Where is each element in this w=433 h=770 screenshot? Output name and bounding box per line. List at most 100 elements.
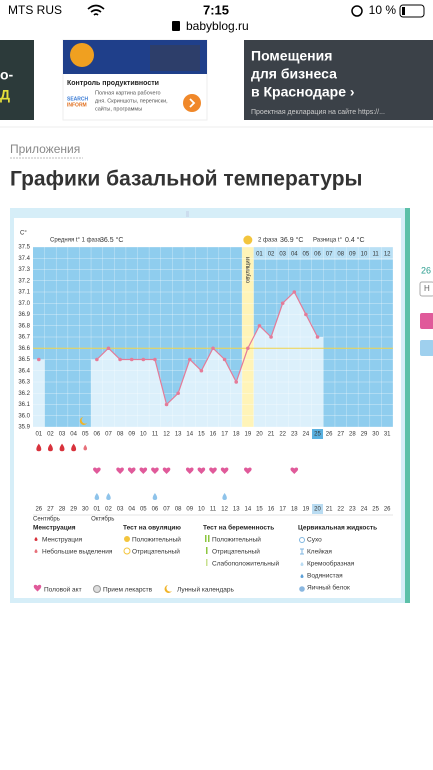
ad-title: Контроль продуктивности [67,80,159,87]
temperature-point [315,335,320,339]
legend-item: Клейкая [307,548,332,556]
date-label: 06 [152,507,159,513]
date-label: 23 [349,507,356,513]
date-label: 11 [210,507,217,513]
ad-left[interactable] [0,40,34,120]
y-tick-label: 37.0 [18,301,30,307]
battery-fill [402,7,405,15]
temperature-point [187,357,192,362]
ad-footer: Проектная декларация на сайте https://..… [251,108,385,116]
side-button[interactable] [419,281,433,297]
y-tick-label: 36.2 [18,391,30,397]
side-blue-button[interactable] [420,340,433,356]
ad-headline: в Краснодаре › [251,84,355,100]
ad-arrow [189,98,196,108]
watery-drop [152,493,158,500]
legend-item: Яичный белок [307,584,350,592]
temperature-point [292,290,297,294]
date-label: 20 [314,507,321,513]
legend-icon [33,584,42,592]
x-tick-label: 15 [198,432,205,438]
date-label: 24 [361,507,368,513]
today-highlight [312,429,324,439]
y-axis-label: C° [20,231,27,237]
legend-icon [299,586,305,592]
y-tick-label: 37.3 [18,267,30,273]
summary-value: 0.4 °C [345,236,365,244]
y-tick-label: 36.5 [18,357,30,363]
legend-icon [206,547,208,554]
x-tick-label: 09 [128,432,135,438]
legend-icon [93,585,101,593]
x-tick-label: 08 [117,432,124,438]
date-label: 10 [198,507,205,513]
x-tick-label: 25 [314,432,321,438]
luteal-day: 02 [268,252,275,258]
x-tick-label: 06 [94,432,101,438]
date-label: 15 [256,507,263,513]
temperature-point [280,301,285,306]
ad-text: сайты, программы [95,105,142,112]
date-label: 02 [105,507,112,513]
temperature-point [199,368,204,373]
y-tick-label: 37.5 [18,245,30,251]
x-tick-label: 19 [244,432,251,438]
legend-item: Положительный [212,536,261,544]
url[interactable]: babyblog.ru [186,19,249,33]
month-label: Октябрь [91,517,114,523]
legend-icon [34,549,38,553]
ad-text: Полная картина рабочего [95,90,161,96]
side-pink-button[interactable] [420,313,433,329]
date-label: 08 [175,507,182,513]
y-tick-label: 35.9 [18,425,30,431]
x-tick-label: 04 [70,432,77,438]
ad-brand: SEARCH [67,96,89,102]
ad-screen [150,45,200,71]
lock [172,21,180,31]
breadcrumb[interactable]: Приложения [10,142,80,156]
intercourse-heart [151,467,159,474]
legend-icon [206,559,208,566]
ad-right[interactable] [244,40,433,120]
legend-item: Отрицательный [212,548,260,556]
temperature-point [222,357,227,362]
month-label: Сентябрь [33,517,60,523]
date-label: 26 [35,507,42,513]
y-tick-label: 36.6 [18,346,30,352]
summary-label: Разница t° [313,238,343,244]
lock-icon [351,5,363,17]
legend-item: Прием лекарств [103,587,153,594]
x-tick-label: 17 [221,432,228,438]
legend-item: Лунный календарь [177,586,234,594]
side-text: 26 [421,265,431,275]
clock: 7:15 [203,2,229,17]
date-label: 18 [291,507,298,513]
x-tick-label: 27 [337,432,344,438]
luteal-day: 06 [314,252,321,258]
legend-item: Менструация [42,537,83,544]
temperature-line [96,291,319,406]
legend-item: Слабоположительный [212,560,280,568]
temperature-point [118,357,122,362]
legend-item: Отрицательный [132,548,180,556]
x-tick-label: 24 [303,432,310,438]
watery-drop [222,493,227,500]
y-tick-label: 36.7 [18,335,30,341]
date-label: 13 [233,507,240,513]
date-label: 30 [82,507,89,513]
summary-label: 2 фаза [258,238,278,244]
watery-drop [94,493,100,500]
temperature-point [269,335,273,339]
date-label: 04 [128,507,135,513]
summary-label: Средняя t° 1 фаза [50,238,102,244]
x-tick-label: 22 [279,432,286,438]
ad-button[interactable] [183,94,201,112]
intercourse-heart [244,467,252,474]
x-tick-label: 16 [210,432,217,438]
menstruation-drop [59,443,65,452]
temperature-point [141,357,146,362]
x-tick-label: 14 [186,432,193,438]
legend-icon [205,535,207,542]
page-title: Графики базальной температуры [10,168,362,191]
date-label: 07 [163,507,170,513]
